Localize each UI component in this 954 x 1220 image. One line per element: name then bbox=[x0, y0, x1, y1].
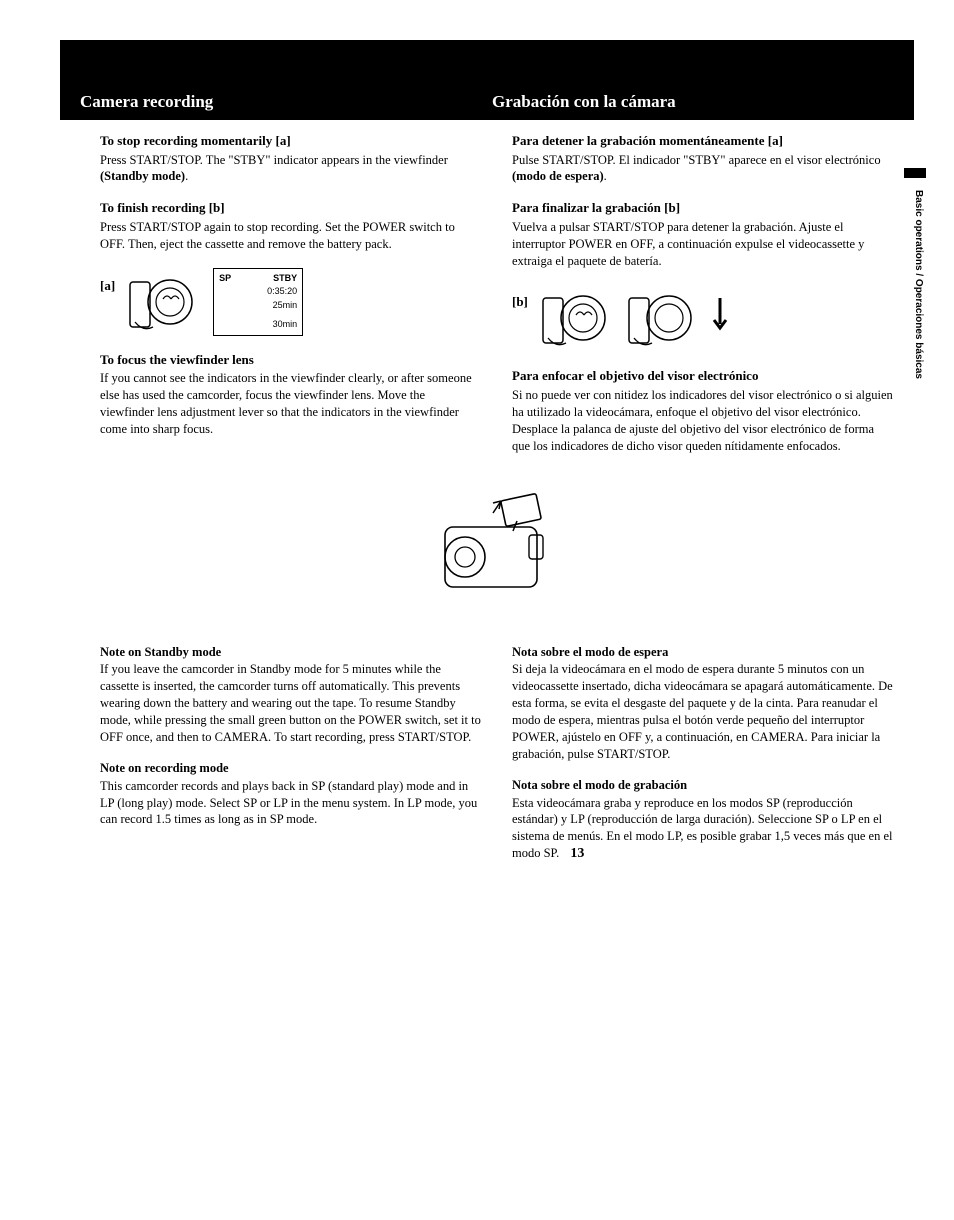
right-h2: Para finalizar la grabación [b] bbox=[512, 199, 894, 217]
left-n2h: Note on recording mode bbox=[100, 760, 482, 777]
page-number: 13 bbox=[570, 845, 584, 864]
tape-remain: 25min bbox=[219, 299, 297, 313]
camcorder-illustration bbox=[100, 479, 894, 614]
left-notes: Note on Standby mode If you leave the ca… bbox=[100, 630, 482, 869]
right-p3: Si no puede ver con nitidez los indicado… bbox=[512, 387, 894, 455]
left-p1b: (Standby mode) bbox=[100, 169, 185, 183]
left-column: To stop recording momentarily [a] Press … bbox=[100, 130, 482, 459]
right-n1: Si deja la videocámara en el modo de esp… bbox=[512, 661, 894, 762]
figure-b: [b] bbox=[512, 283, 894, 353]
left-p2: Press START/STOP again to stop recording… bbox=[100, 219, 482, 253]
figure-b-label: [b] bbox=[512, 293, 528, 311]
left-p1: Press START/STOP. The "STBY" indicator a… bbox=[100, 152, 482, 186]
left-p3: If you cannot see the indicators in the … bbox=[100, 370, 482, 438]
camcorder-grip-a-icon bbox=[125, 267, 205, 337]
right-n2-text: Esta videocámara graba y reproduce en lo… bbox=[512, 796, 892, 861]
viewfinder-display: SP STBY 0:35:20 25min 30min bbox=[213, 268, 303, 336]
right-column: Para detener la grabación momentáneament… bbox=[512, 130, 894, 459]
battery-remain: 30min bbox=[219, 318, 297, 332]
camcorder-focus-icon bbox=[417, 479, 577, 609]
left-h1: To stop recording momentarily [a] bbox=[100, 132, 482, 150]
camcorder-grip-b2-icon bbox=[624, 283, 704, 353]
right-p1b: (modo de espera) bbox=[512, 169, 604, 183]
left-n1h: Note on Standby mode bbox=[100, 644, 482, 661]
left-p1a: Press START/STOP. The "STBY" indicator a… bbox=[100, 153, 448, 167]
power-off-arrow-icon bbox=[710, 296, 730, 341]
side-tab-marker bbox=[904, 168, 926, 178]
right-h1: Para detener la grabación momentáneament… bbox=[512, 132, 894, 150]
right-n1h: Nota sobre el modo de espera bbox=[512, 644, 894, 661]
camcorder-grip-b1-icon bbox=[538, 283, 618, 353]
header-left-title: Camera recording bbox=[80, 92, 482, 112]
right-p1a: Pulse START/STOP. El indicador "STBY" ap… bbox=[512, 153, 881, 167]
side-tab-text: Basic operations / Operaciones básicas bbox=[913, 190, 924, 379]
header-right-title: Grabación con la cámara bbox=[482, 92, 894, 112]
right-h3: Para enfocar el objetivo del visor elect… bbox=[512, 367, 894, 385]
left-h3: To focus the viewfinder lens bbox=[100, 351, 482, 369]
left-n1: If you leave the camcorder in Standby mo… bbox=[100, 661, 482, 745]
stby-indicator: STBY bbox=[273, 272, 297, 286]
right-p2: Vuelva a pulsar START/STOP para detener … bbox=[512, 219, 894, 270]
figure-a: [a] SP STBY 0:35:20 25min 30min bbox=[100, 267, 482, 337]
header-bar: Camera recording Grabación con la cámara bbox=[60, 40, 914, 120]
right-notes: Nota sobre el modo de espera Si deja la … bbox=[512, 630, 894, 869]
left-p1c: . bbox=[185, 169, 188, 183]
counter-time: 0:35:20 bbox=[219, 285, 297, 299]
right-p1: Pulse START/STOP. El indicador "STBY" ap… bbox=[512, 152, 894, 186]
figure-a-label: [a] bbox=[100, 277, 115, 295]
right-n2h: Nota sobre el modo de grabación bbox=[512, 777, 894, 794]
left-h2: To finish recording [b] bbox=[100, 199, 482, 217]
rec-mode: SP bbox=[219, 272, 231, 286]
left-n2: This camcorder records and plays back in… bbox=[100, 778, 482, 829]
right-p1c: . bbox=[604, 169, 607, 183]
right-n2: Esta videocámara graba y reproduce en lo… bbox=[512, 795, 894, 865]
